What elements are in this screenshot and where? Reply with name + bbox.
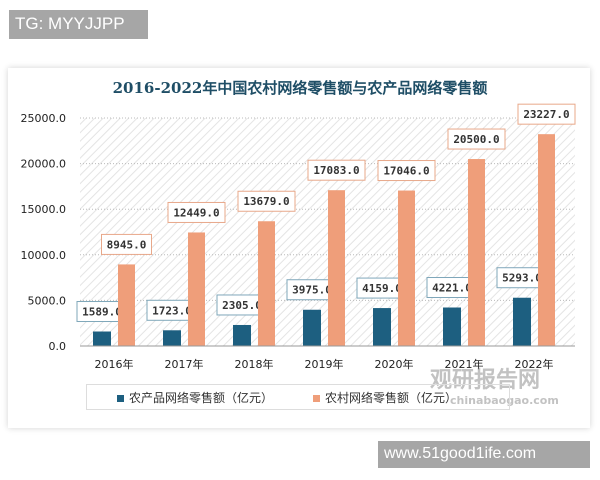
x-tick-label: 2017年 xyxy=(165,357,204,371)
legend-item-rural: 农村网络零售额（亿元） xyxy=(313,389,457,406)
data-label-box xyxy=(237,190,296,212)
legend-label: 农产品网络零售额（亿元） xyxy=(129,390,274,405)
data-label-box xyxy=(101,233,152,255)
bar xyxy=(163,330,181,346)
data-label-box xyxy=(377,160,436,182)
data-label-box xyxy=(307,159,366,181)
data-label: 4159.0 xyxy=(362,282,402,295)
legend-swatch xyxy=(117,394,124,402)
bar xyxy=(118,264,135,346)
x-tick-label: 2018年 xyxy=(235,357,274,371)
data-label: 13679.0 xyxy=(243,195,289,208)
data-label: 4221.0 xyxy=(432,282,472,295)
bar xyxy=(303,309,321,346)
bar xyxy=(233,324,251,346)
data-label: 1723.0 xyxy=(152,304,192,317)
y-tick-label: 20000.0 xyxy=(21,158,67,171)
data-label: 2305.0 xyxy=(222,299,262,312)
x-tick-label: 2019年 xyxy=(305,357,344,371)
chart-title: 2016-2022年中国农村网络零售额与农产品网络零售额 xyxy=(112,79,488,97)
y-tick-label: 25000.0 xyxy=(21,112,67,125)
data-label-box xyxy=(447,128,506,150)
data-label: 17083.0 xyxy=(313,164,359,177)
data-label: 8945.0 xyxy=(107,238,147,251)
legend: 农产品网络零售额（亿元） 农村网络零售额（亿元） xyxy=(86,384,510,410)
legend-label: 农村网络零售额（亿元） xyxy=(325,390,458,405)
x-tick-label: 2016年 xyxy=(95,357,134,371)
data-label-box xyxy=(517,103,576,125)
bar xyxy=(258,221,275,346)
y-tick-label: 15000.0 xyxy=(21,203,67,216)
bar xyxy=(188,232,205,346)
bar xyxy=(468,159,485,346)
bar xyxy=(538,134,555,346)
bar xyxy=(373,308,391,346)
legend-item-agri: 农产品网络零售额（亿元） xyxy=(117,389,273,406)
data-label: 3975.0 xyxy=(292,284,332,297)
x-tick-label: 2021年 xyxy=(445,357,484,371)
data-label: 23227.0 xyxy=(523,108,569,121)
watermark-top: TG: MYYJJPP xyxy=(9,10,148,39)
data-label-box xyxy=(167,201,226,223)
watermark-bottom: www.51good1ife.com xyxy=(378,441,590,468)
data-label: 12449.0 xyxy=(173,206,219,219)
y-tick-label: 0.0 xyxy=(49,340,67,353)
y-tick-label: 5000.0 xyxy=(28,294,67,307)
bar xyxy=(328,190,345,346)
data-label: 1589.0 xyxy=(82,306,122,319)
bar xyxy=(93,331,111,346)
x-tick-label: 2022年 xyxy=(515,357,554,371)
legend-swatch xyxy=(313,394,321,402)
x-tick-label: 2020年 xyxy=(375,357,414,371)
data-label: 17046.0 xyxy=(383,165,429,178)
logo-watermark: 观研报告网 chinabaogao.com xyxy=(430,368,559,407)
data-label: 20500.0 xyxy=(453,133,499,146)
data-label: 5293.0 xyxy=(502,272,542,285)
y-tick-label: 10000.0 xyxy=(21,249,67,262)
bar xyxy=(513,297,531,346)
bar xyxy=(443,307,461,346)
bar xyxy=(398,190,415,346)
